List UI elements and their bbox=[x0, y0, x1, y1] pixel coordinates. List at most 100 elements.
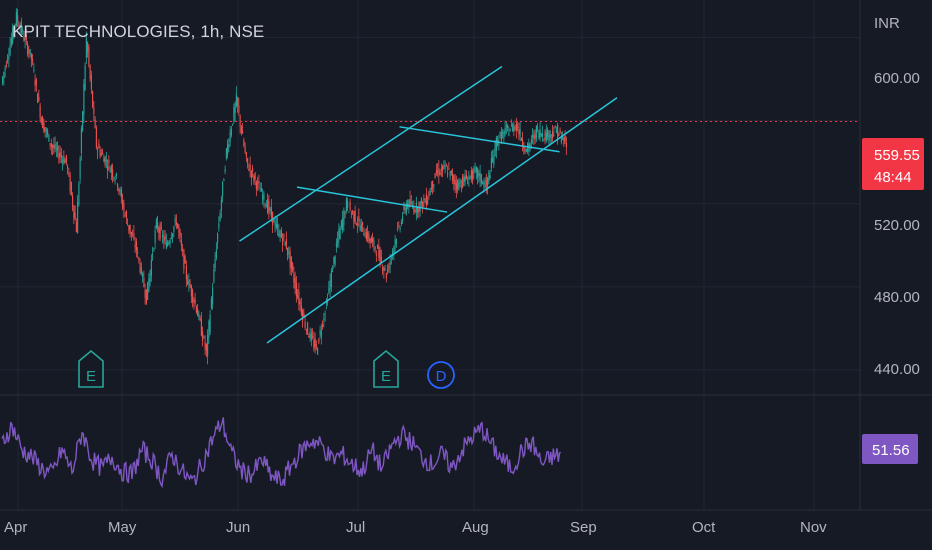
candle-body bbox=[473, 168, 475, 173]
candle-body bbox=[339, 227, 341, 239]
candle-body bbox=[307, 322, 309, 334]
candle-body bbox=[350, 213, 352, 215]
candle-body bbox=[349, 201, 351, 210]
candle-body bbox=[294, 278, 296, 289]
candle-body bbox=[538, 131, 540, 138]
candle-body bbox=[259, 190, 261, 192]
candle-body bbox=[72, 195, 74, 207]
candle-body bbox=[40, 118, 42, 123]
candle-body bbox=[147, 281, 149, 300]
candle-body bbox=[208, 321, 210, 338]
candle-body bbox=[525, 149, 527, 152]
candle-body bbox=[152, 254, 154, 256]
candle-body bbox=[317, 348, 319, 355]
candle-body bbox=[223, 179, 225, 181]
candle-body bbox=[549, 130, 551, 139]
candle-body bbox=[250, 170, 252, 178]
candle-body bbox=[282, 238, 284, 246]
candle-body bbox=[337, 239, 339, 244]
candle-body bbox=[12, 27, 14, 43]
candle-body bbox=[299, 301, 301, 305]
candle-body bbox=[264, 203, 266, 205]
candle-body bbox=[490, 158, 492, 169]
candle-body bbox=[155, 219, 157, 228]
trendline-wedge-upper[interactable] bbox=[399, 126, 560, 153]
candle-body bbox=[64, 160, 66, 164]
candle-body bbox=[303, 313, 305, 317]
candle-body bbox=[529, 143, 531, 147]
candle-body bbox=[410, 202, 412, 204]
candle-body bbox=[122, 200, 124, 208]
candle-body bbox=[383, 268, 385, 272]
candle-body bbox=[263, 192, 265, 200]
candle-body bbox=[98, 143, 100, 149]
candle-body bbox=[159, 224, 161, 239]
candle-body bbox=[283, 234, 285, 238]
candle-body bbox=[118, 188, 120, 192]
candle-body bbox=[224, 169, 226, 172]
candle-body bbox=[558, 133, 560, 137]
candle-body bbox=[55, 148, 57, 150]
candle-body bbox=[33, 70, 35, 72]
candle-body bbox=[344, 212, 346, 214]
candle-body bbox=[290, 256, 292, 269]
candle-body bbox=[500, 132, 502, 142]
time-tick-aug: Aug bbox=[462, 519, 489, 536]
candle-body bbox=[512, 124, 514, 132]
trendline-channel-lower[interactable] bbox=[266, 97, 618, 344]
candle-body bbox=[398, 225, 400, 227]
candle-body bbox=[397, 228, 399, 230]
candle-body bbox=[480, 174, 482, 183]
candle-body bbox=[183, 249, 185, 269]
candle-body bbox=[357, 224, 359, 226]
candle-body bbox=[260, 188, 262, 192]
candle-body bbox=[108, 159, 110, 164]
candle-body bbox=[373, 240, 375, 246]
candle-body bbox=[359, 226, 361, 230]
candle-body bbox=[552, 130, 554, 139]
candle-body bbox=[335, 243, 337, 247]
candle-body bbox=[425, 194, 427, 206]
candle-body bbox=[215, 249, 217, 258]
candle-body bbox=[67, 166, 69, 169]
candle-body bbox=[160, 228, 162, 230]
candle-body bbox=[419, 202, 421, 212]
candle-body bbox=[83, 84, 85, 116]
candle-body bbox=[43, 122, 45, 132]
candle-body bbox=[274, 222, 276, 227]
candle-body bbox=[422, 201, 424, 208]
candle-body bbox=[365, 232, 367, 240]
candle-body bbox=[315, 344, 317, 346]
candle-body bbox=[212, 288, 214, 304]
candle-body bbox=[325, 302, 327, 304]
candle-body bbox=[204, 341, 206, 349]
candle-body bbox=[300, 305, 302, 315]
candle-body bbox=[120, 189, 122, 198]
candle-body bbox=[237, 97, 239, 106]
candle-body bbox=[507, 125, 509, 128]
candle-body bbox=[323, 318, 325, 320]
candle-body bbox=[338, 229, 340, 240]
candle-body bbox=[347, 201, 349, 209]
candle-body bbox=[48, 134, 50, 142]
candle-body bbox=[137, 251, 139, 254]
candle-body bbox=[140, 267, 142, 274]
candle-body bbox=[477, 168, 479, 177]
candle-body bbox=[417, 207, 419, 213]
candle-body bbox=[123, 203, 125, 211]
candle-body bbox=[270, 206, 272, 218]
trendline-channel-upper[interactable] bbox=[239, 65, 503, 242]
candle-body bbox=[360, 224, 362, 232]
trendline-wedge-lower[interactable] bbox=[296, 186, 448, 213]
candle-body bbox=[462, 176, 464, 188]
candle-body bbox=[392, 251, 394, 255]
candle-body bbox=[432, 180, 434, 189]
candle-body bbox=[489, 175, 491, 178]
candle-body bbox=[443, 164, 445, 166]
trendlines[interactable] bbox=[239, 65, 618, 344]
candle-body bbox=[158, 228, 160, 233]
candle-body bbox=[177, 223, 179, 228]
candle-body bbox=[514, 127, 516, 129]
